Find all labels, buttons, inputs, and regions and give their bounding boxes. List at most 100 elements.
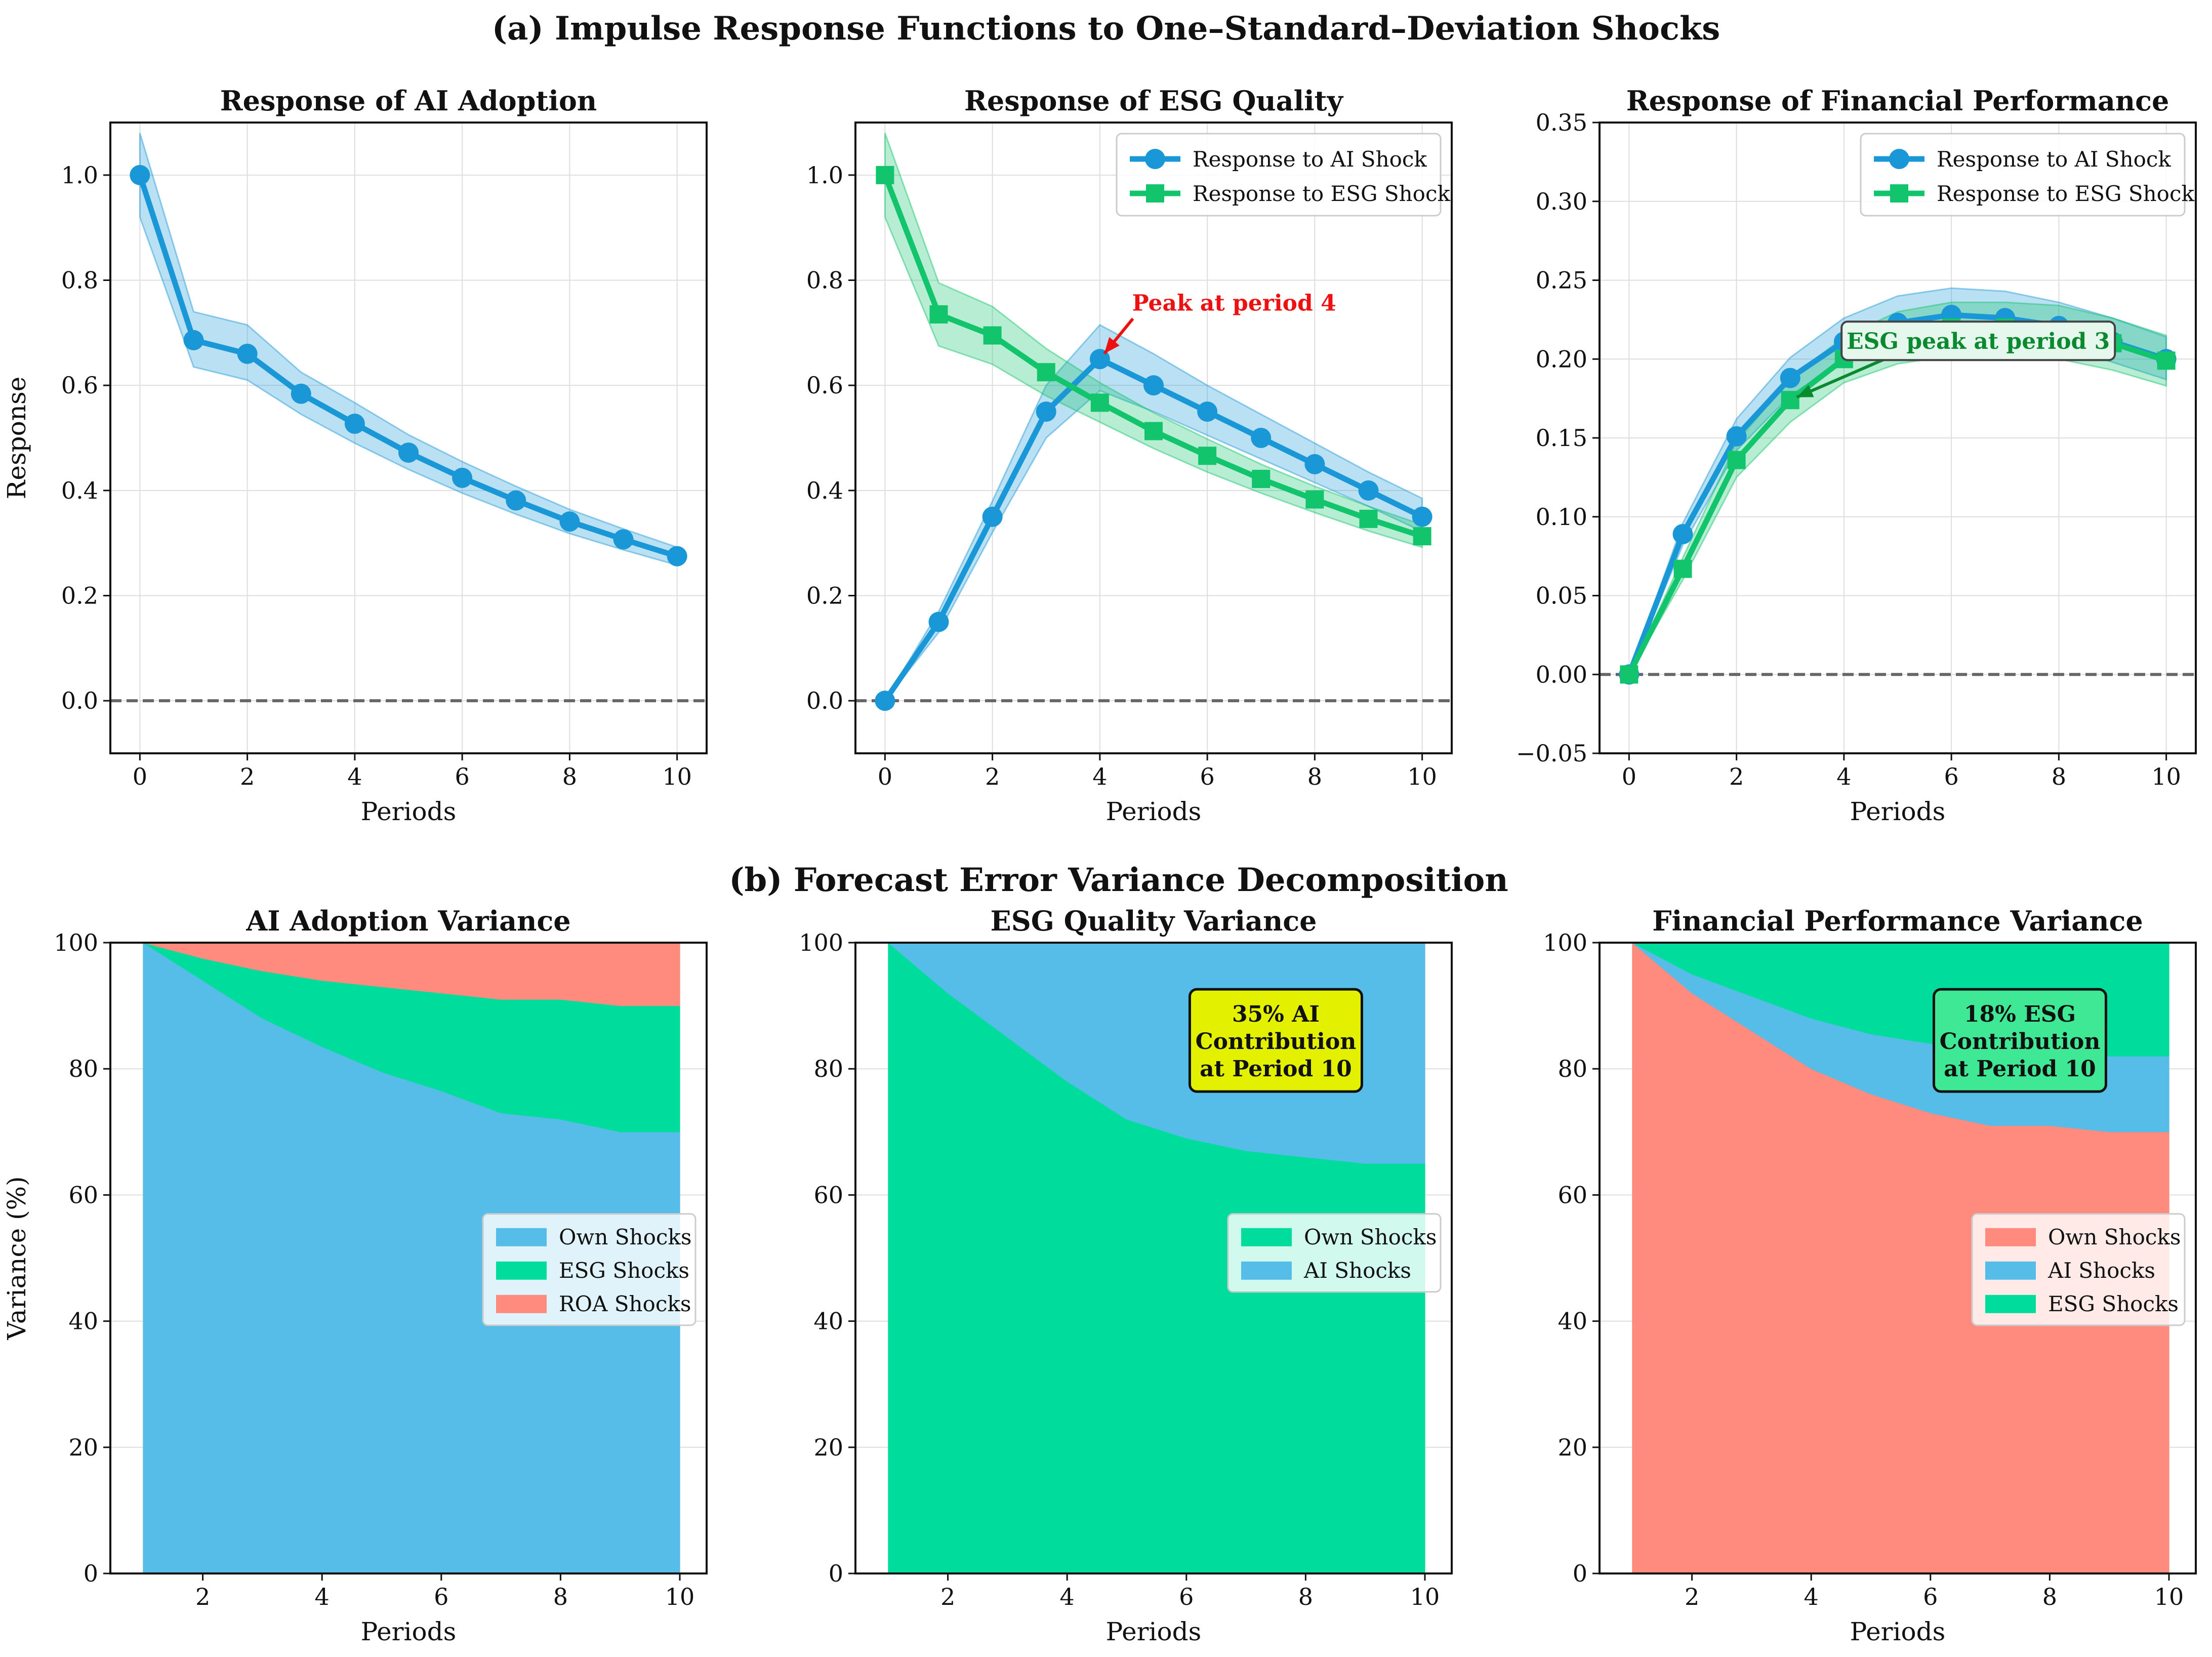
panel-2: 0 2 4 6 8 10 0.0 0.2 0.4 0.6 0.8 1.0 Response of ESG… bbox=[806, 85, 1453, 826]
x-tick-label: 2 bbox=[1729, 763, 1744, 790]
point-response-to-esg-shock bbox=[2157, 351, 2176, 370]
x-tick-label: 6 bbox=[1944, 763, 1958, 790]
annotation-line: 35% AI bbox=[1232, 1001, 1320, 1027]
x-tick-label: 8 bbox=[2052, 763, 2066, 790]
x-tick-label: 2 bbox=[985, 763, 1000, 790]
axes-frame bbox=[854, 122, 1453, 754]
annotation-arrow bbox=[1796, 356, 1888, 399]
point-response-to-ai-shock bbox=[506, 490, 526, 511]
y-tick-label: −0.05 bbox=[1516, 740, 1587, 767]
point-response-to-ai-shock bbox=[982, 506, 1003, 527]
legend: Own Shocks AI Shocks bbox=[1227, 1213, 1442, 1293]
annotation-line: at Period 10 bbox=[1944, 1056, 2096, 1082]
y-tick-label: 100 bbox=[54, 929, 98, 956]
annotation-line: 18% ESG bbox=[1964, 1001, 2076, 1027]
point-response-to-esg-shock bbox=[1620, 665, 1638, 684]
legend-label: Response to AI Shock bbox=[1937, 147, 2171, 172]
annotation: 35% AI Contribution at Period 10 bbox=[1188, 988, 1363, 1093]
y-tick-label: 0.0 bbox=[806, 687, 843, 714]
point-response-to-ai-shock bbox=[1251, 428, 1272, 448]
panel-title: Response of Financial Performance bbox=[1626, 85, 2169, 117]
y-tick-label: 0.4 bbox=[61, 477, 98, 504]
x-tick-label: 2 bbox=[195, 1583, 210, 1610]
y-tick-label: 1.0 bbox=[61, 161, 98, 189]
y-tick-label: 60 bbox=[813, 1181, 843, 1208]
legend-label: ROA Shocks bbox=[559, 1291, 691, 1316]
x-axis-label: Periods bbox=[1850, 1617, 1946, 1646]
y-tick-label: 1.0 bbox=[806, 161, 843, 189]
point-response-to-ai-shock bbox=[1304, 454, 1325, 474]
y-tick-label: 0.00 bbox=[1536, 661, 1587, 688]
point-response-to-ai-shock bbox=[1358, 480, 1379, 501]
legend-label: Own Shocks bbox=[1304, 1225, 1437, 1249]
point-response-to-esg-shock bbox=[1413, 527, 1431, 546]
y-tick-label: 100 bbox=[799, 929, 843, 956]
point-response-to-esg-shock bbox=[1781, 391, 1799, 410]
point-response-to-esg-shock bbox=[1727, 451, 1746, 469]
legend: Response to AI Shock Response to ESG Shoc… bbox=[1116, 133, 1450, 217]
axes-frame bbox=[1599, 942, 2197, 1574]
point-response-to-ai-shock bbox=[875, 691, 895, 711]
x-tick-label: 2 bbox=[940, 1583, 955, 1610]
legend-label: ESG Shocks bbox=[2048, 1291, 2179, 1316]
point-response-to-esg-shock bbox=[1198, 447, 1217, 465]
y-tick-label: 80 bbox=[1558, 1055, 1587, 1082]
legend-marker bbox=[1145, 149, 1165, 169]
y-tick-label: 0.30 bbox=[1536, 188, 1587, 215]
x-tick-label: 4 bbox=[347, 763, 362, 790]
x-tick-label: 8 bbox=[1298, 1583, 1313, 1610]
legend-swatch bbox=[1985, 1295, 2036, 1313]
x-axis-label: Periods bbox=[1106, 797, 1202, 826]
legend: Own Shocks AI Shocks ESG Shocks bbox=[1971, 1213, 2186, 1326]
x-tick-label: 10 bbox=[665, 1583, 695, 1610]
annotation-line: Contribution bbox=[1196, 1029, 1357, 1055]
x-tick-label: 8 bbox=[553, 1583, 568, 1610]
legend-label: AI Shocks bbox=[1303, 1258, 1411, 1283]
legend-swatch bbox=[496, 1261, 547, 1280]
panel-title: AI Adoption Variance bbox=[245, 905, 570, 937]
legend-swatch bbox=[1985, 1261, 2036, 1280]
point-response-to-ai-shock bbox=[1143, 375, 1164, 396]
y-tick-label: 0.05 bbox=[1536, 582, 1587, 610]
x-axis-label: Periods bbox=[1106, 1617, 1202, 1646]
legend-label: Own Shocks bbox=[559, 1225, 691, 1249]
point-response-to-ai-shock bbox=[130, 165, 150, 185]
point-response-to-ai-shock bbox=[1780, 368, 1800, 388]
annotation: Peak at period 4 bbox=[1103, 290, 1336, 355]
annotation-text: ESG peak at period 3 bbox=[1847, 329, 2110, 354]
annotation-line: at Period 10 bbox=[1200, 1056, 1352, 1082]
y-tick-label: 20 bbox=[68, 1434, 98, 1461]
panel-title: Financial Performance Variance bbox=[1652, 905, 2143, 937]
legend-marker bbox=[1890, 184, 1908, 203]
point-response-to-ai-shock bbox=[1197, 401, 1218, 422]
annotation-box bbox=[1188, 988, 1363, 1093]
x-tick-label: 4 bbox=[1836, 763, 1851, 790]
annotation: 18% ESG Contribution at Period 10 bbox=[1932, 988, 2107, 1093]
axes-frame bbox=[854, 942, 1453, 1574]
x-tick-label: 8 bbox=[1307, 763, 1322, 790]
legend-label: Own Shocks bbox=[2048, 1225, 2181, 1249]
point-response-to-esg-shock bbox=[1144, 422, 1163, 440]
legend-label: Response to ESG Shock bbox=[1193, 181, 1450, 206]
legend-label: Response to ESG Shock bbox=[1937, 181, 2194, 206]
plot-area bbox=[110, 133, 707, 703]
legend-swatch bbox=[496, 1228, 547, 1246]
legend-swatch bbox=[1985, 1228, 2036, 1246]
legend-swatch bbox=[496, 1295, 547, 1313]
x-tick-label: 0 bbox=[1622, 763, 1636, 790]
legend-label: AI Shocks bbox=[2047, 1258, 2155, 1283]
y-axis-label: Variance (%) bbox=[2, 1176, 31, 1340]
y-tick-label: 40 bbox=[68, 1308, 98, 1335]
x-tick-label: 4 bbox=[1060, 1583, 1075, 1610]
x-tick-label: 8 bbox=[2042, 1583, 2057, 1610]
point-response-to-ai-shock bbox=[928, 612, 949, 632]
legend-label: Response to AI Shock bbox=[1193, 147, 1427, 172]
point-response-to-ai-shock bbox=[452, 467, 473, 488]
x-tick-label: 10 bbox=[1407, 763, 1437, 790]
annotation-text: Peak at period 4 bbox=[1132, 290, 1336, 316]
y-tick-label: 0 bbox=[84, 1560, 98, 1587]
x-axis-label: Periods bbox=[1850, 797, 1946, 826]
y-tick-label: 100 bbox=[1543, 929, 1587, 956]
y-tick-label: 0.35 bbox=[1536, 109, 1587, 136]
